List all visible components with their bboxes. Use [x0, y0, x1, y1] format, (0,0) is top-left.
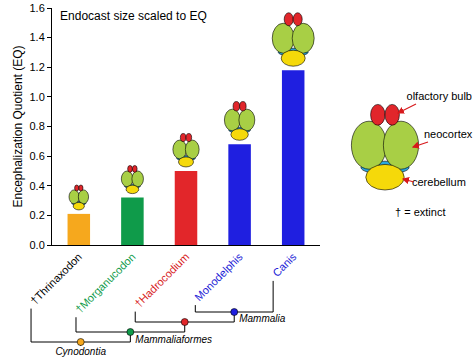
svg-text:0.4: 0.4 — [30, 180, 45, 192]
svg-text:0.6: 0.6 — [30, 150, 45, 162]
svg-text:0.2: 0.2 — [30, 209, 45, 221]
svg-text:Mammalia: Mammalia — [239, 313, 286, 324]
svg-text:Endocast size scaled to EQ: Endocast size scaled to EQ — [60, 9, 207, 23]
svg-text:Monodelphis: Monodelphis — [192, 250, 245, 303]
svg-text:cerebellum: cerebellum — [412, 176, 466, 188]
svg-text:1.0: 1.0 — [30, 91, 45, 103]
svg-text:†Morganucodon: †Morganucodon — [73, 251, 138, 316]
svg-text:†Hadrocodium: †Hadrocodium — [132, 251, 191, 310]
svg-text:neocortex: neocortex — [424, 128, 473, 140]
svg-text:Mammaliaformes: Mammaliaformes — [135, 334, 212, 345]
svg-text:1.2: 1.2 — [30, 61, 45, 73]
svg-text:Encephalization Quotient (EQ): Encephalization Quotient (EQ) — [11, 45, 25, 207]
svg-text:Cynodontia: Cynodontia — [55, 346, 106, 357]
svg-text:1.4: 1.4 — [30, 31, 45, 43]
svg-text:†Thrinaxodon: †Thrinaxodon — [28, 251, 84, 307]
svg-text:Canis: Canis — [270, 250, 299, 279]
svg-text:0.0: 0.0 — [30, 239, 45, 251]
svg-text:† = extinct: † = extinct — [395, 206, 445, 218]
svg-text:0.8: 0.8 — [30, 120, 45, 132]
svg-text:1.6: 1.6 — [30, 2, 45, 14]
svg-text:olfactory bulb: olfactory bulb — [407, 90, 472, 102]
